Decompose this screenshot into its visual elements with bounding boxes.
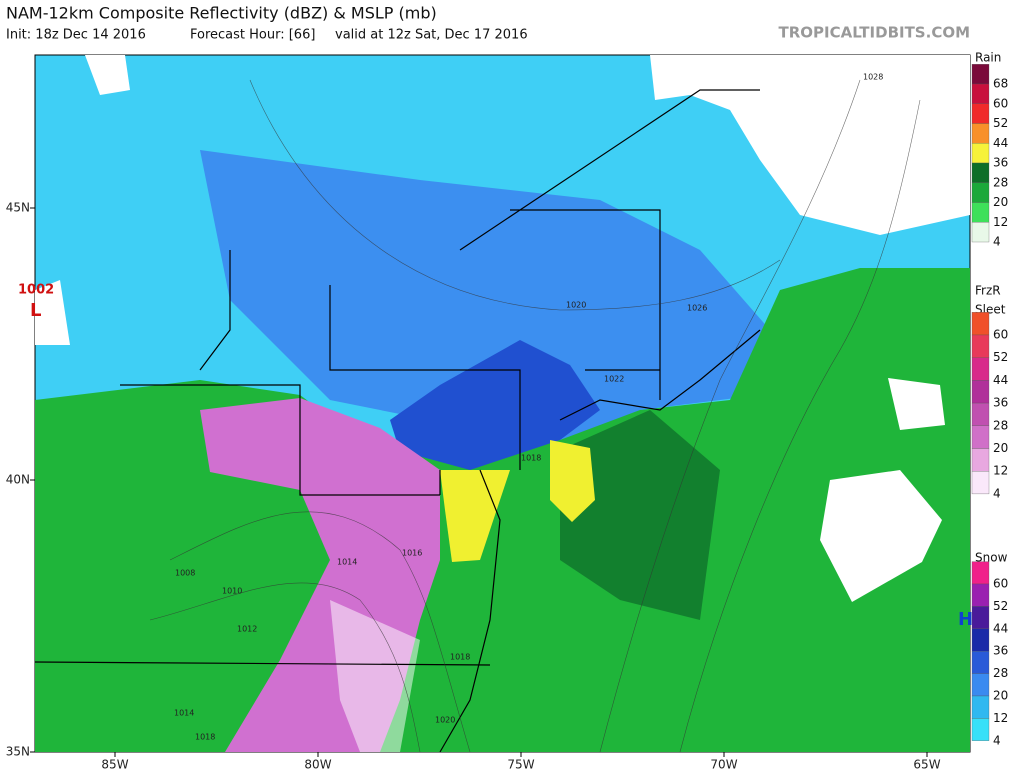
legend-swatch <box>971 64 990 85</box>
legend-swatch <box>971 448 990 472</box>
heavy-snow <box>390 340 600 470</box>
legend-level: 36 <box>993 644 1008 658</box>
legend-level: 20 <box>993 441 1008 455</box>
high-center: H <box>958 609 973 630</box>
legend-level: 60 <box>993 577 1008 591</box>
map <box>34 54 971 753</box>
legend-level: 60 <box>993 328 1008 342</box>
longitude-label: 70W <box>710 758 737 772</box>
legend-swatch <box>971 357 990 381</box>
legend-level: 44 <box>993 621 1008 635</box>
legend-swatch <box>971 182 990 203</box>
isobar-label: 1012 <box>237 625 257 634</box>
longitude-label: 65W <box>913 758 940 772</box>
freezing-rain <box>440 470 510 562</box>
isobar-label: 1014 <box>337 558 357 567</box>
legend-level: 4 <box>993 235 1001 249</box>
legend-swatch <box>971 123 990 144</box>
legend-level: 12 <box>993 711 1008 725</box>
isobar-label: 1018 <box>195 733 215 742</box>
legend-level: 68 <box>993 77 1008 91</box>
longitude-label: 75W <box>507 758 534 772</box>
low-pressure-value: 1002 <box>18 283 54 298</box>
isobar-label: 1010 <box>222 587 242 596</box>
legend-swatch <box>971 202 990 223</box>
legend-level: 52 <box>993 350 1008 364</box>
legend-swatch <box>971 651 990 674</box>
latitude-label: 40N <box>6 473 30 487</box>
latitude-label: 35N <box>6 745 30 759</box>
isobar-label: 1022 <box>604 375 624 384</box>
legend-title: Snow <box>975 551 1008 565</box>
valid-time: valid at 12z Sat, Dec 17 2016 <box>335 28 528 43</box>
legend-level: 52 <box>993 116 1008 130</box>
no-echo <box>650 55 970 235</box>
legend-swatch <box>971 222 990 243</box>
title: NAM-12km Composite Reflectivity (dBZ) & … <box>6 4 437 23</box>
isobar-label: 1028 <box>863 73 883 82</box>
legend-swatch <box>971 718 990 741</box>
legend-level: 28 <box>993 418 1008 432</box>
legend-swatch <box>971 695 990 719</box>
low-center: L <box>30 300 41 321</box>
isobar-label: 1016 <box>402 549 422 558</box>
isobar-label: 1014 <box>174 709 194 718</box>
isobar-label: 1018 <box>521 454 541 463</box>
legend-level: 20 <box>993 689 1008 703</box>
legend-swatch <box>971 425 990 449</box>
init: Init: 18z Dec 14 2016 <box>6 28 146 43</box>
rain-area <box>35 268 970 752</box>
legend-title: FrzR <box>975 284 1001 298</box>
legend-level: 4 <box>993 486 1001 500</box>
watermark: TROPICALTIDBITS.COM <box>779 24 971 42</box>
legend-swatch <box>971 83 990 104</box>
legend-level: 20 <box>993 195 1008 209</box>
heavy-rain <box>560 410 720 620</box>
boundaries <box>34 89 761 753</box>
isobar-label: 1020 <box>435 716 455 725</box>
freezing-rain <box>550 440 595 522</box>
legend-swatch <box>971 628 990 652</box>
no-echo <box>35 280 70 345</box>
longitude-label: 80W <box>304 758 331 772</box>
legend-level: 28 <box>993 175 1008 189</box>
legend-swatch <box>971 162 990 183</box>
legend-level: 36 <box>993 396 1008 410</box>
legend-level: 60 <box>993 96 1008 110</box>
legend-swatch <box>971 312 990 336</box>
legend-swatch <box>971 673 990 697</box>
legend-level: 36 <box>993 156 1008 170</box>
legend-level: 44 <box>993 136 1008 150</box>
legend-swatch <box>971 471 990 495</box>
forecast-hour: Forecast Hour: [66] <box>190 28 315 43</box>
legend-level: 28 <box>993 666 1008 680</box>
no-echo <box>330 600 420 752</box>
legend-level: 12 <box>993 215 1008 229</box>
legend-swatch <box>971 380 990 404</box>
no-echo <box>888 378 945 430</box>
legend-swatch <box>971 561 990 585</box>
legend-level: 12 <box>993 464 1008 478</box>
isobar-label: 1026 <box>687 304 707 313</box>
isobars <box>149 79 921 753</box>
longitude-label: 85W <box>101 758 128 772</box>
legend-swatch <box>971 334 990 358</box>
no-echo <box>85 55 130 95</box>
snow-area <box>200 150 770 470</box>
legend-level: 44 <box>993 373 1008 387</box>
legend-swatch <box>971 583 990 607</box>
legend-swatch <box>971 402 990 426</box>
legend-title: Rain <box>975 51 1001 65</box>
legend-level: 4 <box>993 733 1001 747</box>
isobar-label: 1008 <box>175 569 195 578</box>
legend-level: 52 <box>993 599 1008 613</box>
no-echo <box>820 470 942 602</box>
legend-swatch <box>971 606 990 629</box>
legend-swatch <box>971 143 990 164</box>
latitude-label: 45N <box>6 201 30 215</box>
isobar-label: 1018 <box>450 653 470 662</box>
isobar-label: 1020 <box>566 301 586 310</box>
legend-swatch <box>971 103 990 124</box>
